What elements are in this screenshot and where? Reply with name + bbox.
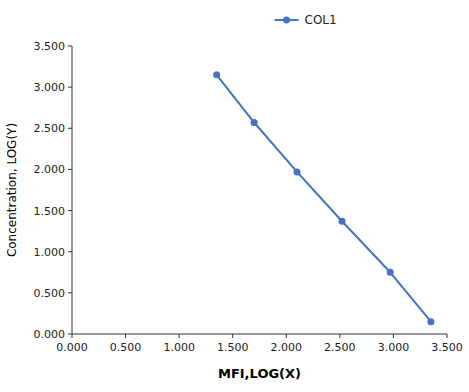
y-tick-label: 0.500: [34, 287, 66, 300]
x-tick-label: 2.000: [271, 341, 303, 354]
legend-label: COL1: [305, 13, 337, 27]
point: [213, 71, 220, 78]
series-line: [217, 75, 431, 322]
point: [427, 318, 434, 325]
x-tick-label: 3.500: [431, 341, 463, 354]
y-axis-label: Concentration, LOG(Y): [5, 123, 19, 257]
x-tick-label: 0.000: [56, 341, 88, 354]
x-tick: [72, 334, 73, 338]
x-tick-label: 1.500: [217, 341, 249, 354]
y-tick-label: 0.000: [34, 328, 66, 341]
x-tick: [339, 334, 340, 338]
legend-marker: [283, 17, 290, 24]
y-tick: [68, 169, 72, 170]
y-tick-label: 3.500: [34, 40, 66, 53]
y-axis-line: [72, 46, 73, 334]
y-tick: [68, 334, 72, 335]
x-tick: [393, 334, 394, 338]
x-tick-label: 3.000: [378, 341, 410, 354]
point: [339, 218, 346, 225]
y-tick: [68, 292, 72, 293]
y-tick: [68, 128, 72, 129]
y-tick-label: 1.000: [34, 246, 66, 259]
y-tick: [68, 87, 72, 88]
x-tick: [286, 334, 287, 338]
x-axis-line: [72, 334, 447, 335]
x-axis-label: MFI,LOG(X): [218, 366, 301, 381]
y-tick: [68, 46, 72, 47]
plot-area: [213, 71, 434, 325]
x-tick-label: 1.000: [163, 341, 195, 354]
x-tick: [125, 334, 126, 338]
y-tick-label: 3.000: [34, 81, 66, 94]
y-tick-label: 1.500: [34, 205, 66, 218]
point: [294, 168, 301, 175]
y-tick-label: 2.500: [34, 122, 66, 135]
y-tick: [68, 210, 72, 211]
y-tick: [68, 251, 72, 252]
point: [251, 119, 258, 126]
y-tick-label: 2.000: [34, 163, 66, 176]
axes: 0.000 0.500 1.000 1.500 2.000 2.500 3.000 3.500…: [34, 40, 463, 354]
chart: 0.000 0.500 1.000 1.500 2.000 2.500 3.000 3.500…: [0, 0, 469, 392]
x-tick: [447, 334, 448, 338]
legend: COL1: [275, 13, 337, 27]
x-tick: [232, 334, 233, 338]
x-tick: [179, 334, 180, 338]
x-tick-label: 2.500: [324, 341, 356, 354]
point: [387, 269, 394, 276]
x-tick-label: 0.500: [110, 341, 142, 354]
